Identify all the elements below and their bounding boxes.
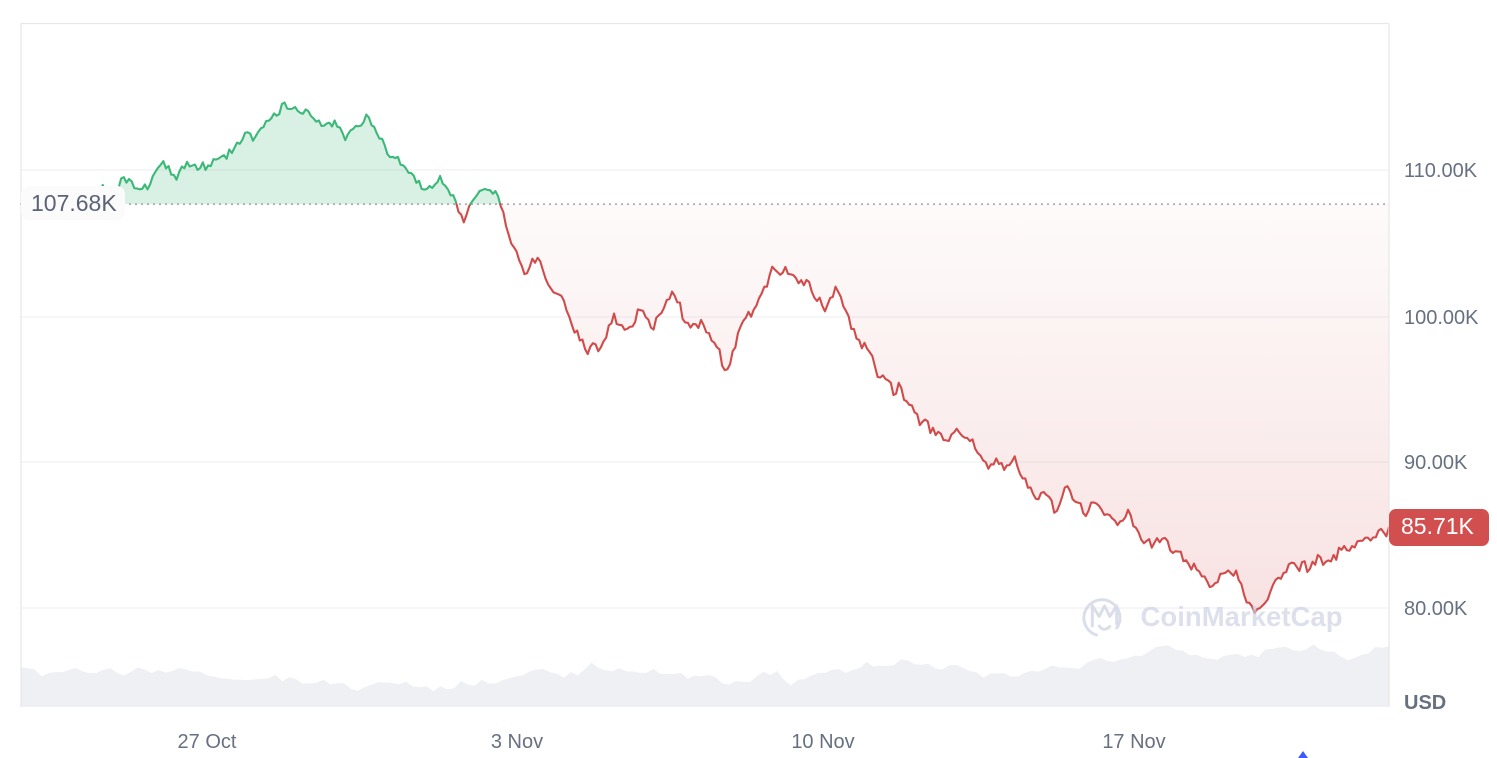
svg-text:100.00K: 100.00K xyxy=(1404,307,1479,329)
svg-text:80.00K: 80.00K xyxy=(1404,598,1468,620)
svg-text:CoinMarketCap: CoinMarketCap xyxy=(1141,601,1343,632)
svg-text:107.68K: 107.68K xyxy=(31,190,117,216)
svg-text:USD: USD xyxy=(1404,692,1446,714)
svg-text:90.00K: 90.00K xyxy=(1404,452,1468,474)
svg-text:85.71K: 85.71K xyxy=(1401,513,1475,539)
svg-text:17 Nov: 17 Nov xyxy=(1102,731,1165,753)
svg-text:110.00K: 110.00K xyxy=(1404,160,1478,182)
svg-text:3 Nov: 3 Nov xyxy=(491,731,543,753)
svg-text:10 Nov: 10 Nov xyxy=(791,731,854,753)
svg-text:27 Oct: 27 Oct xyxy=(178,731,237,753)
